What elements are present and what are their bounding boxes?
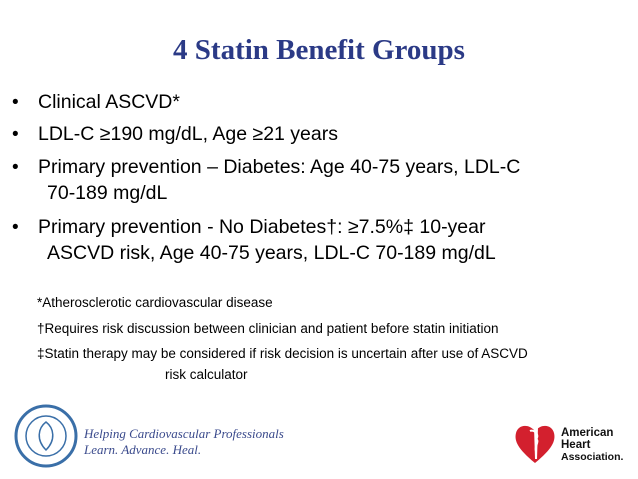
aha-logo-text: Heart <box>561 439 591 451</box>
bullet-text: Clinical ASCVD* <box>38 91 180 113</box>
bullet-marker: • <box>12 124 19 145</box>
aha-logo-text: Association. <box>561 451 624 463</box>
footnote: †Requires risk discussion between clinic… <box>37 321 499 336</box>
aha-logo-text: American <box>561 427 614 439</box>
bullet-text: 70-189 mg/dL <box>47 182 168 204</box>
bullet-text: Primary prevention – Diabetes: Age 40-75… <box>38 156 521 178</box>
bullet-marker: • <box>12 217 19 238</box>
bullet-marker: • <box>12 157 19 178</box>
bullet-text: Primary prevention - No Diabetes†: ≥7.5%… <box>38 216 486 238</box>
tagline: Helping Cardiovascular Professionals <box>84 426 284 441</box>
bullet-marker: • <box>12 92 19 113</box>
acc-seal <box>14 404 78 468</box>
bullet-text: ASCVD risk, Age 40-75 years, LDL-C 70-18… <box>47 242 496 264</box>
tagline: Learn. Advance. Heal. <box>84 442 202 457</box>
footnote: *Atherosclerotic cardiovascular disease <box>37 295 273 310</box>
bullet-text: LDL-C ≥190 mg/dL, Age ≥21 years <box>38 123 338 145</box>
footnote: ‡Statin therapy may be considered if ris… <box>37 346 528 361</box>
aha-heart <box>515 425 555 463</box>
slide-title: 4 Statin Benefit Groups <box>173 34 465 66</box>
footnote: risk calculator <box>165 367 248 382</box>
